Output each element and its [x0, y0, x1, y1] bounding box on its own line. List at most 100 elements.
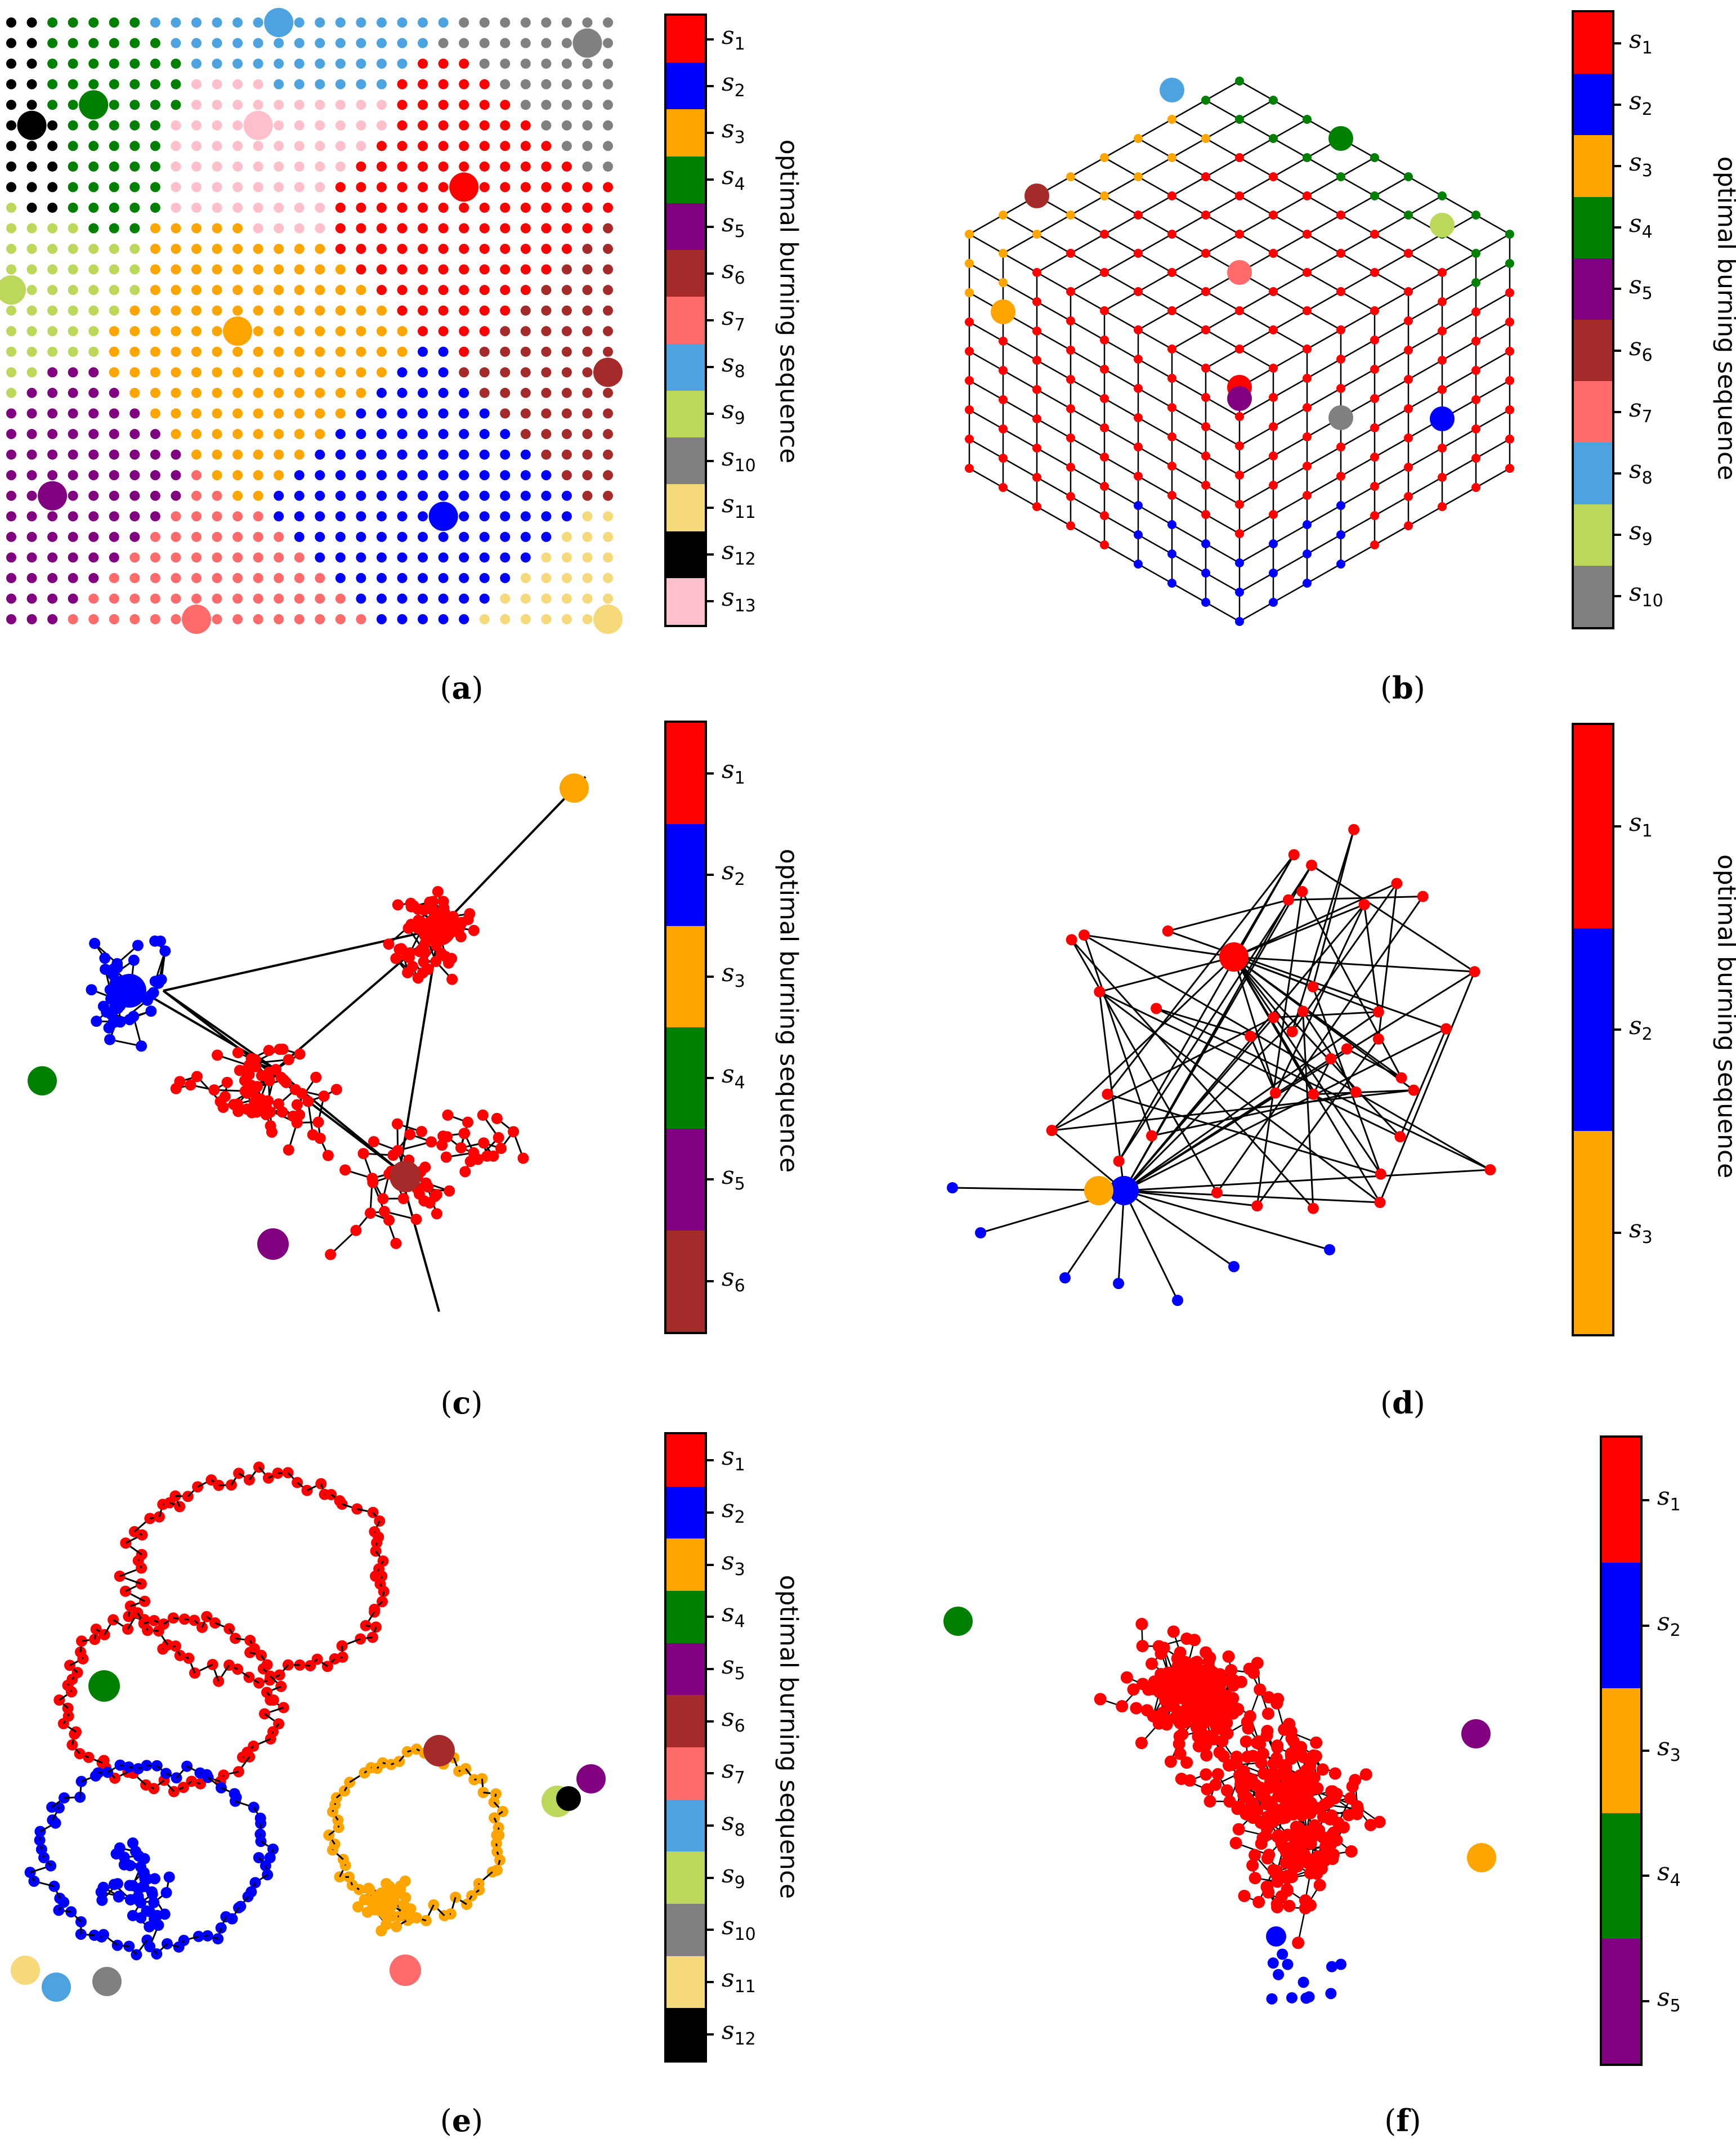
node: [114, 1759, 126, 1771]
lattice-node: [1370, 230, 1379, 239]
lattice-node: [1404, 492, 1413, 501]
grid-node: [541, 511, 552, 522]
lattice-edge: [1003, 214, 1037, 235]
lattice-edge: [1205, 137, 1240, 159]
grid-node: [253, 141, 263, 151]
grid-node: [438, 593, 449, 604]
node: [1324, 1244, 1335, 1255]
lattice-edge: [1104, 427, 1139, 448]
grid-node: [47, 614, 58, 624]
grid-node: [438, 326, 449, 337]
lattice-edge: [1104, 485, 1139, 507]
colorbar-tick-label-s10: s10: [1629, 578, 1663, 611]
lattice-edge: [1408, 359, 1443, 381]
grid-node: [520, 326, 531, 337]
lattice-edge: [1138, 233, 1173, 254]
lattice-edge: [1036, 447, 1071, 468]
lattice-edge: [1070, 214, 1105, 235]
lattice-edge: [1239, 214, 1274, 235]
lattice-node: [1336, 355, 1345, 364]
colorbar-segment-s6: s6: [666, 1695, 745, 1748]
node: [378, 1206, 390, 1218]
lattice-edge: [1070, 233, 1105, 254]
grid-node: [212, 572, 222, 583]
grid-node: [376, 264, 387, 275]
grid-node: [212, 38, 222, 48]
colorbar-segment-s3: s3: [666, 1538, 745, 1591]
grid-node: [88, 511, 99, 522]
grid-node: [191, 531, 202, 542]
node: [158, 1618, 169, 1630]
node: [369, 1904, 381, 1916]
grid-node: [191, 449, 202, 460]
grid-node: [171, 244, 181, 254]
lattice-edge: [1307, 563, 1341, 584]
grid-node: [418, 120, 428, 131]
node: [191, 1071, 203, 1083]
grid-node: [109, 202, 119, 213]
colorbar-tick: [1612, 288, 1621, 290]
grid-node: [356, 141, 366, 151]
grid-node: [459, 429, 469, 440]
node: [1332, 1817, 1345, 1830]
lattice-node: [1336, 249, 1345, 258]
node: [232, 1106, 244, 1117]
grid-node: [109, 614, 119, 624]
grid-node: [294, 100, 305, 110]
lattice-edge: [1205, 118, 1240, 140]
source-node-s6: [390, 1161, 421, 1192]
grid-node: [479, 490, 490, 501]
grid-node: [88, 470, 99, 481]
grid-node: [541, 449, 552, 460]
grid-node: [150, 59, 160, 69]
grid-node: [582, 59, 593, 69]
grid-node: [150, 17, 160, 28]
grid-node: [129, 141, 140, 151]
grid-node: [129, 285, 140, 296]
colorbar-tick-label-s2: s2: [1657, 1607, 1681, 1640]
node: [1210, 1720, 1223, 1733]
grid-node: [191, 38, 202, 48]
colorbar-tick-label-s4: s4: [1629, 209, 1653, 243]
grid-node: [500, 79, 511, 90]
grid-node: [520, 429, 531, 440]
node: [1094, 986, 1106, 998]
grid-node: [479, 100, 490, 110]
grid-node: [315, 59, 325, 69]
node: [1395, 1072, 1407, 1084]
grid-node: [582, 264, 593, 275]
grid-node: [582, 511, 593, 522]
grid-node: [582, 305, 593, 316]
grid-node: [6, 141, 16, 151]
lattice-edge: [1138, 118, 1173, 140]
lattice-node: [1167, 153, 1176, 162]
colorbar-tick-label-s9: s9: [1629, 517, 1653, 550]
lattice-node: [1201, 510, 1210, 519]
colorbar-tick: [705, 2033, 714, 2036]
node: [154, 935, 166, 947]
node: [1309, 1750, 1322, 1763]
grid-node: [397, 264, 408, 275]
grid-node: [109, 593, 119, 604]
source-node-s13: [243, 110, 273, 140]
lattice-node: [1235, 471, 1244, 480]
node: [1283, 1899, 1296, 1912]
node: [364, 1207, 376, 1219]
grid-node: [212, 614, 222, 624]
lattice-edge: [1475, 321, 1510, 342]
grid-node: [356, 38, 366, 48]
colorbar-tick: [1612, 1028, 1621, 1031]
lattice-node: [1235, 617, 1244, 626]
grid-node: [479, 182, 490, 193]
lattice-edge: [1273, 195, 1308, 216]
colorbar-tick: [1612, 42, 1621, 44]
grid-node: [561, 531, 572, 542]
grid-node: [212, 449, 222, 460]
lattice-node: [1201, 422, 1210, 431]
lattice-node: [1201, 249, 1210, 258]
node: [418, 904, 430, 916]
colorbar-tick: [705, 1981, 714, 1984]
lattice-edge: [1138, 387, 1173, 409]
lattice-edge: [1273, 156, 1308, 178]
grid-node: [315, 531, 325, 542]
